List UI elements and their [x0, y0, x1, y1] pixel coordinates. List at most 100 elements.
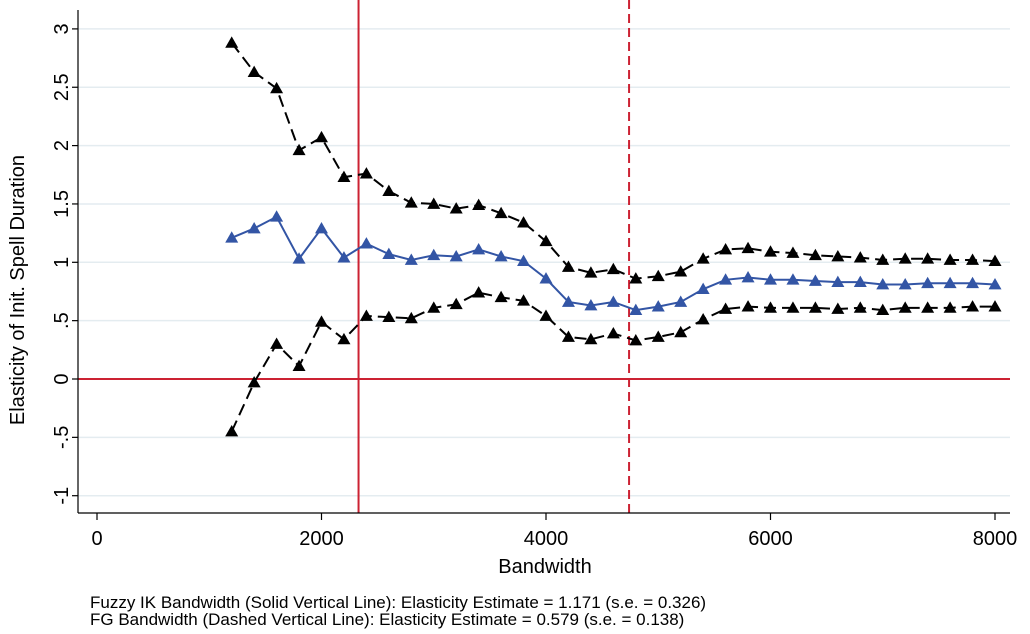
data-point-lower [988, 300, 1002, 312]
data-point-lower [876, 303, 890, 316]
data-point-estimate [539, 272, 553, 284]
y-tick-label: 2.5 [51, 73, 73, 101]
data-point-estimate [741, 270, 755, 283]
x-tick-label: 4000 [524, 528, 569, 550]
axes: -1 -.5 0 .5 1 1.5 2 2.5 3 0 2000 4000 6000 8000 [51, 10, 1017, 550]
y-tick-label: 1.5 [51, 190, 73, 218]
data-point-upper [247, 65, 261, 77]
note-fuzzy-ik: Fuzzy IK Bandwidth (Solid Vertical Line)… [90, 593, 707, 612]
data-point-upper [225, 36, 239, 48]
data-point-lower [786, 301, 800, 313]
data-point-lower [270, 337, 284, 349]
data-point-estimate [337, 251, 351, 263]
y-tick-label: -1 [51, 487, 73, 505]
data-point-lower [517, 294, 531, 306]
series-line-upper [230, 42, 996, 280]
data-point-lower [629, 333, 643, 346]
data-point-upper [764, 245, 777, 257]
data-point-upper [921, 252, 935, 264]
data-point-estimate [404, 253, 418, 265]
data-point-upper [494, 206, 508, 219]
x-axis-label: Bandwidth [498, 556, 591, 578]
data-point-estimate [921, 276, 935, 289]
data-point-upper [651, 269, 665, 282]
data-point-estimate [359, 237, 373, 249]
data-point-lower [292, 359, 306, 372]
data-point-estimate [606, 295, 620, 307]
data-point-lower [494, 290, 508, 303]
series-group [225, 36, 1002, 437]
data-point-estimate [808, 274, 822, 286]
data-point-lower [472, 286, 486, 298]
data-point-estimate [517, 254, 531, 267]
data-point-lower [764, 301, 777, 313]
data-point-estimate [427, 248, 441, 261]
y-tick-label: .5 [51, 312, 73, 329]
x-tick-label: 0 [91, 528, 102, 550]
data-point-estimate [853, 275, 867, 288]
data-point-lower [225, 425, 239, 437]
data-point-lower [606, 326, 620, 339]
chart-notes: Fuzzy IK Bandwidth (Solid Vertical Line)… [90, 594, 706, 628]
data-point-upper [270, 81, 284, 94]
data-point-upper [292, 143, 306, 156]
data-point-upper [786, 246, 800, 258]
x-tick-label: 2000 [299, 528, 344, 550]
data-point-upper [808, 248, 822, 261]
data-point-estimate [898, 277, 912, 290]
data-point-lower [808, 301, 822, 313]
data-point-lower [539, 309, 553, 321]
data-point-upper [674, 265, 688, 277]
data-point-upper [876, 253, 890, 265]
data-point-lower [943, 301, 957, 313]
data-point-lower [674, 325, 688, 338]
data-point-upper [382, 184, 396, 196]
data-point-lower [427, 301, 441, 313]
data-point-estimate [382, 247, 396, 260]
data-point-estimate [943, 276, 957, 289]
data-point-upper [584, 266, 598, 278]
data-point-lower [359, 309, 373, 321]
data-point-upper [561, 260, 575, 272]
data-point-upper [741, 241, 755, 254]
data-point-estimate [561, 295, 575, 307]
data-point-upper [831, 249, 845, 262]
data-point-upper [539, 234, 553, 247]
data-point-upper [359, 167, 373, 179]
data-point-estimate [764, 273, 777, 285]
y-tick-label: 2 [51, 140, 73, 151]
data-point-upper [315, 130, 328, 143]
data-point-lower [898, 301, 912, 313]
data-point-upper [898, 252, 912, 264]
data-point-upper [696, 252, 710, 264]
data-point-upper [988, 254, 1002, 267]
data-point-upper [629, 272, 643, 284]
data-point-estimate [247, 221, 261, 234]
data-point-estimate [876, 277, 890, 290]
data-point-upper [427, 197, 441, 209]
note-fg: FG Bandwidth (Dashed Vertical Line): Ela… [90, 610, 685, 629]
data-point-lower [966, 300, 980, 312]
data-point-lower [741, 300, 755, 312]
data-point-lower [651, 330, 665, 342]
data-point-estimate [449, 249, 463, 262]
data-point-lower [719, 302, 733, 314]
data-point-upper [337, 170, 351, 182]
data-point-estimate [270, 210, 284, 222]
data-point-upper [966, 253, 980, 265]
data-point-estimate [494, 249, 508, 262]
data-point-lower [921, 301, 935, 313]
data-point-estimate [988, 277, 1002, 290]
data-point-lower [561, 330, 575, 342]
data-point-lower [315, 315, 328, 327]
data-point-upper [449, 202, 463, 214]
data-point-upper [943, 253, 957, 265]
grid [78, 28, 1010, 497]
data-point-lower [696, 312, 710, 325]
data-point-upper [472, 198, 486, 210]
data-point-estimate [472, 242, 486, 255]
data-point-estimate [315, 221, 328, 234]
data-point-lower [449, 297, 463, 310]
data-point-upper [517, 216, 531, 228]
x-tick-label: 8000 [973, 528, 1018, 550]
